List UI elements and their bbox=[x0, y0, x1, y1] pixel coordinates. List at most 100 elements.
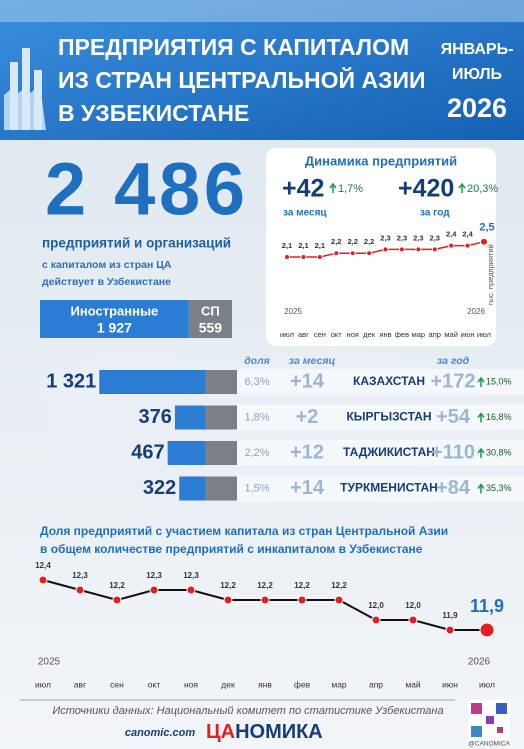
value-label: 2,3 bbox=[380, 233, 390, 242]
row-band bbox=[236, 475, 524, 502]
x-tick-label: авг bbox=[74, 679, 86, 689]
point bbox=[112, 595, 122, 605]
chart-title-line: в общем количестве предприятий с инкапит… bbox=[40, 542, 423, 556]
point bbox=[371, 615, 381, 625]
point bbox=[480, 237, 488, 246]
value-label: 2,4 bbox=[446, 230, 457, 239]
row-band bbox=[236, 369, 524, 395]
value-label: 12,3 bbox=[146, 571, 162, 580]
brand-part: НОМИКА bbox=[235, 721, 323, 743]
value-label: 2,4 bbox=[462, 230, 473, 239]
x-tick-label: ноя bbox=[346, 330, 358, 339]
value-label: 12,0 bbox=[368, 601, 384, 610]
country: ТУРКМЕНИСТАН bbox=[340, 481, 438, 495]
year-change: +110 bbox=[431, 441, 475, 463]
year-change-pct: 35,3% bbox=[486, 483, 512, 493]
country: ТАДЖИКИСТАН bbox=[343, 445, 435, 459]
x-tick-label: окт bbox=[331, 330, 343, 339]
year-label: 2025 bbox=[284, 307, 302, 316]
enterprise-dynamics: 2,1 июл 2,1 авг 2,1 сен 2,2 окт 2,2 ноя 2,2 дек 2,3 я… bbox=[280, 153, 498, 339]
x-tick-label: янв bbox=[379, 330, 391, 339]
x-tick-label: сен bbox=[314, 330, 326, 339]
value-label: 2,2 bbox=[347, 237, 357, 246]
y-axis-label: тыс. предприятий bbox=[486, 244, 495, 306]
period-year: 2026 bbox=[447, 93, 507, 123]
x-tick-label: авг bbox=[298, 330, 309, 339]
country-breakdown: доля за месяц за год 1 321 6,3% +14 КАЗАХСТАН +… bbox=[46, 355, 524, 502]
point bbox=[382, 246, 389, 253]
title-line: В УЗБЕКИСТАНЕ bbox=[58, 100, 249, 126]
column-header: доля bbox=[244, 355, 270, 367]
point bbox=[479, 622, 495, 638]
point bbox=[260, 595, 270, 605]
split-name: Иностранные bbox=[71, 303, 159, 318]
brand-part: ЦА bbox=[206, 721, 235, 743]
row-band bbox=[236, 404, 524, 431]
x-tick-label: янв bbox=[258, 679, 272, 689]
year-label: 2026 bbox=[467, 307, 485, 316]
point bbox=[349, 250, 356, 257]
month-change: +12 bbox=[290, 441, 324, 463]
brand: ЦАНОМИКА bbox=[206, 721, 323, 743]
split-bar bbox=[40, 300, 189, 338]
share: 2,2% bbox=[244, 447, 269, 459]
value-label: 12,4 bbox=[35, 561, 51, 570]
summary: 2 486 предприятий и организаций с капитало… bbox=[40, 148, 245, 338]
stat-period: за год bbox=[420, 208, 450, 219]
point bbox=[316, 254, 323, 260]
x-tick-label: мар bbox=[331, 679, 347, 689]
value-label: 12,0 bbox=[405, 601, 421, 610]
bar-value: 467 bbox=[131, 441, 164, 463]
value-label: 2,1 bbox=[282, 241, 292, 250]
value-label: 12,3 bbox=[183, 571, 199, 580]
point bbox=[186, 585, 196, 595]
bar bbox=[174, 405, 205, 430]
split-name: СП bbox=[201, 303, 220, 318]
year-label: 2026 bbox=[468, 657, 491, 668]
share: 6,3% bbox=[244, 376, 269, 388]
point bbox=[448, 242, 455, 249]
title-line: ПРЕДПРИЯТИЯ С КАПИТАЛОМ bbox=[58, 34, 409, 60]
header-bg bbox=[0, 0, 524, 140]
total-note: действует в Узбекистане bbox=[42, 276, 171, 288]
value-label: 2,2 bbox=[331, 237, 341, 246]
period-line: ЯНВАРЬ- bbox=[441, 41, 514, 58]
year-change-pct: 15,0% bbox=[486, 376, 512, 386]
x-tick-label: фев bbox=[395, 330, 409, 339]
point bbox=[297, 595, 307, 605]
up-arrow bbox=[329, 182, 337, 193]
bar bbox=[167, 441, 205, 465]
x-tick-label: ноя bbox=[184, 679, 198, 689]
footer: Источники данных: Национальный комитет п… bbox=[52, 705, 510, 748]
point bbox=[300, 254, 307, 260]
x-tick-label: фев bbox=[294, 679, 311, 689]
point bbox=[445, 625, 455, 635]
total-note: с капиталом из стран ЦА bbox=[42, 259, 172, 271]
x-tick-label: мар bbox=[412, 330, 426, 339]
share: 1,5% bbox=[244, 482, 269, 494]
value-label: 12,3 bbox=[72, 571, 88, 580]
value-label: 12,2 bbox=[220, 581, 236, 590]
year-change-pct: 30,8% bbox=[486, 447, 512, 457]
chart-title-line: Доля предприятий с участием капитала из … bbox=[40, 524, 448, 538]
x-tick-label: июн bbox=[461, 330, 475, 339]
up-arrow bbox=[458, 182, 466, 193]
chart-title: Динамика предприятий bbox=[305, 153, 457, 168]
chart-box bbox=[266, 148, 496, 346]
x-tick-label: сен bbox=[110, 679, 124, 689]
up-arrow bbox=[477, 483, 485, 494]
header-sky bbox=[0, 0, 524, 22]
stat-change: 20,3% bbox=[467, 183, 498, 195]
header: ПРЕДПРИЯТИЯ С КАПИТАЛОМ ИЗ СТРАН ЦЕНТРАЛЬ… bbox=[58, 34, 513, 126]
point bbox=[398, 246, 405, 253]
x-tick-label: дек bbox=[221, 679, 235, 689]
year-change: +172 bbox=[430, 370, 475, 392]
value-label: 2,5 bbox=[479, 222, 494, 234]
x-tick-label: май bbox=[444, 330, 458, 339]
stat-value: +420 bbox=[398, 175, 454, 203]
bar-end bbox=[205, 405, 237, 430]
bar-value: 322 bbox=[143, 477, 176, 499]
qr-code bbox=[468, 700, 510, 740]
value-label: 12,2 bbox=[331, 581, 347, 590]
